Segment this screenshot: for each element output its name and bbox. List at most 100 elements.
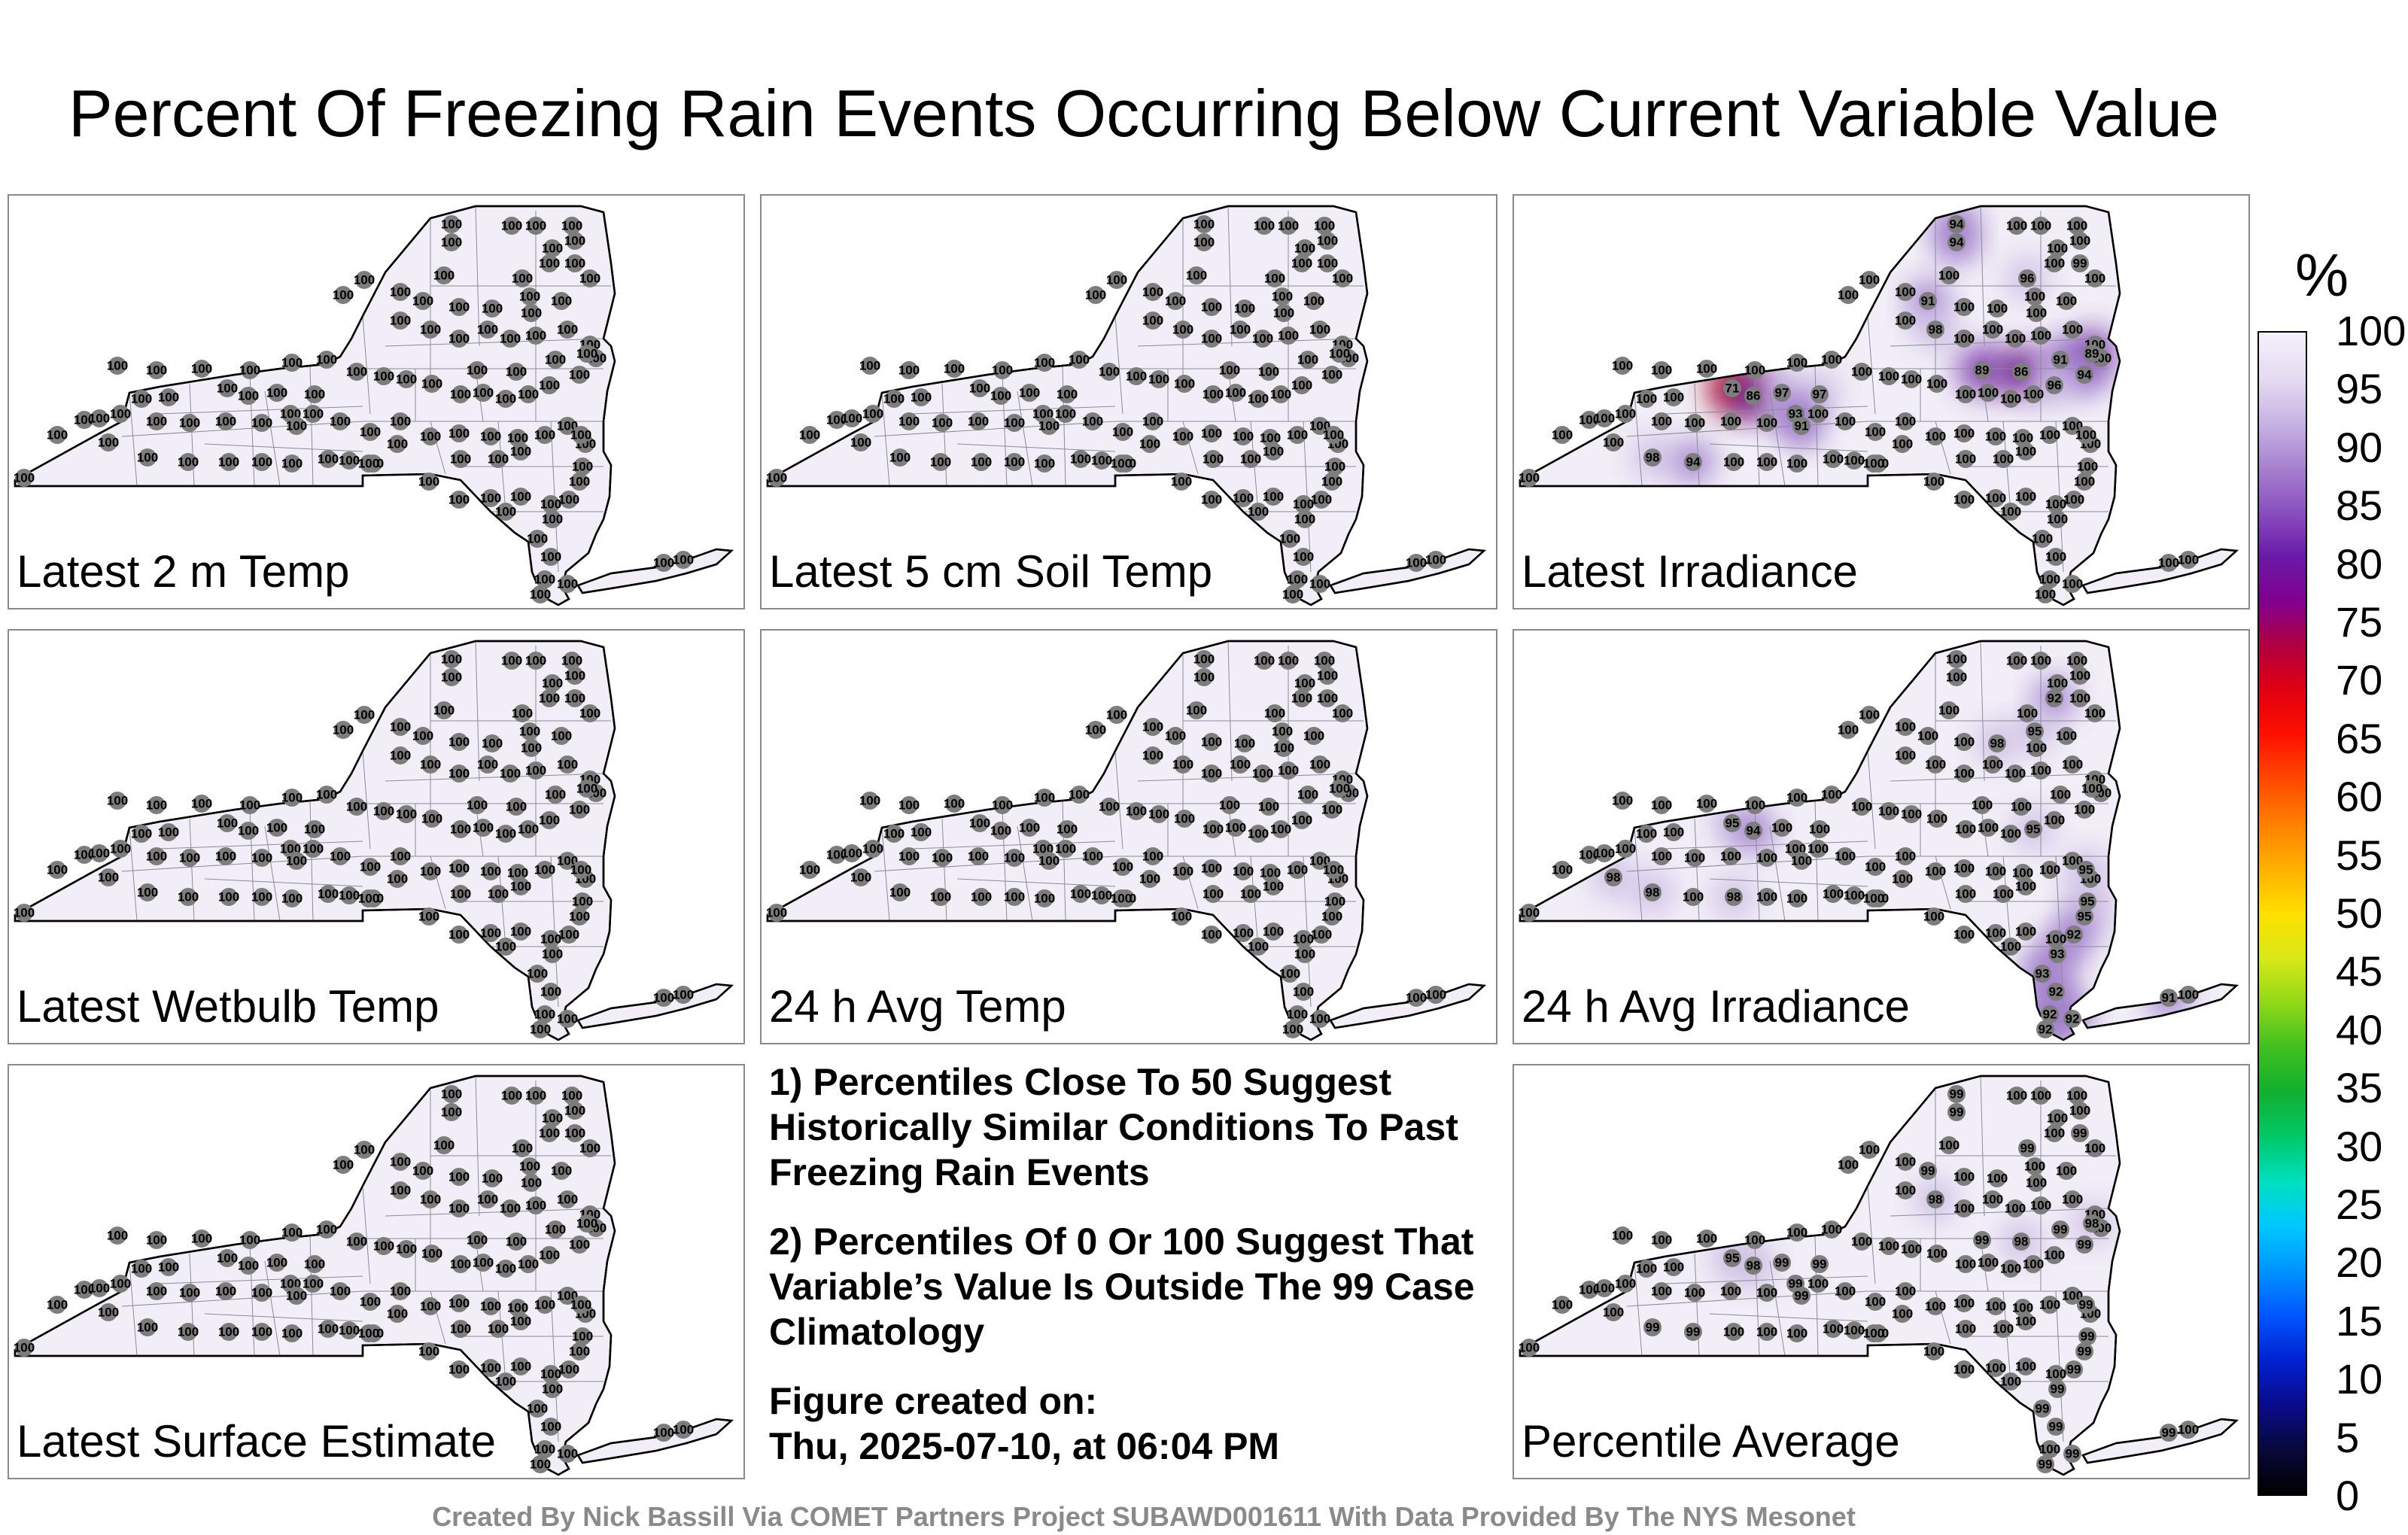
- station-dot: [181, 1284, 199, 1302]
- station-marker: 100: [545, 1220, 566, 1239]
- station-dot: [1947, 215, 1966, 233]
- station-dot: [2063, 321, 2081, 339]
- station-value: 100: [2062, 1193, 2083, 1207]
- station-value: 97: [1775, 386, 1789, 400]
- station-value: 100: [1859, 1143, 1880, 1157]
- station-dot: [1722, 1282, 1740, 1300]
- station-dot: [160, 388, 178, 406]
- station-dot: [1940, 266, 1958, 284]
- station-dot: [542, 1365, 560, 1383]
- station-marker: 100: [286, 1287, 307, 1305]
- station-value: 100: [1821, 353, 1842, 367]
- station-value: 100: [558, 1363, 579, 1377]
- station-marker: 100: [540, 930, 561, 948]
- county-line: [362, 750, 371, 850]
- county-line: [1980, 1076, 1985, 1217]
- station-dot: [1057, 840, 1075, 858]
- station-marker: 100: [448, 298, 470, 316]
- station-marker: 100: [1004, 888, 1025, 906]
- station-marker: 100: [1552, 861, 1573, 879]
- station-value: 100: [1172, 430, 1193, 444]
- station-dot: [655, 989, 673, 1007]
- station-dot: [1860, 1141, 1878, 1159]
- station-value: 100: [266, 386, 287, 400]
- station-value: 100: [98, 1306, 119, 1320]
- station-dot: [391, 746, 409, 764]
- station-value: 100: [1953, 332, 1975, 346]
- station-marker: 100: [539, 1124, 560, 1142]
- station-value: 100: [859, 794, 880, 808]
- station-dot: [99, 868, 117, 886]
- station-marker: 100: [1070, 450, 1091, 468]
- station-value: 100: [358, 892, 379, 906]
- station-value: 100: [1294, 676, 1315, 691]
- station-value: 100: [178, 1325, 199, 1339]
- station-dot: [1773, 384, 1791, 402]
- station-dot: [512, 488, 530, 506]
- station-marker: 100: [1201, 491, 1222, 509]
- station-value: 100: [433, 1138, 455, 1153]
- station-dot: [1288, 426, 1306, 444]
- station-marker: 99: [1973, 1231, 1991, 1249]
- station-dot: [1866, 858, 1884, 876]
- station-marker: 100: [318, 1320, 339, 1338]
- station-marker: 100: [653, 1424, 674, 1442]
- station-value: 100: [1057, 388, 1078, 402]
- station-value: 100: [521, 741, 542, 755]
- station-dot: [566, 232, 584, 250]
- station-marker: 100: [1294, 674, 1315, 692]
- station-value: 100: [1684, 851, 1705, 865]
- station-value: 100: [512, 272, 533, 286]
- station-value: 91: [1795, 419, 1809, 433]
- station-marker: 100: [1744, 796, 1765, 814]
- station-dot: [451, 1320, 470, 1338]
- station-dot: [355, 1141, 373, 1159]
- station-value: 100: [969, 816, 990, 831]
- station-dot: [512, 1312, 530, 1330]
- station-marker: 100: [1946, 668, 1967, 686]
- station-value: 96: [2048, 378, 2062, 393]
- station-marker: 96: [2018, 269, 2036, 287]
- station-dot: [542, 495, 560, 513]
- station-dot: [828, 846, 846, 864]
- station-dot: [1613, 1226, 1631, 1245]
- station-dot: [319, 1320, 337, 1338]
- colorbar-tick: 0: [2336, 1472, 2360, 1519]
- station-dot: [2047, 983, 2065, 1001]
- station-marker: 100: [673, 1421, 694, 1439]
- station-marker: 100: [569, 907, 590, 926]
- station-marker: 100: [2026, 1174, 2047, 1192]
- station-marker: 100: [540, 1365, 561, 1383]
- station-dot: [2032, 1196, 2050, 1214]
- county-line: [1626, 421, 1868, 437]
- station-dot: [253, 414, 271, 432]
- county-line: [1114, 750, 1123, 850]
- station-marker: 100: [1683, 888, 1704, 906]
- station-value: 98: [1727, 890, 1741, 904]
- station-marker: 100: [2039, 861, 2060, 879]
- station-marker: 100: [1851, 1233, 1872, 1251]
- station-value: 100: [1321, 475, 1342, 489]
- station-value: 100: [1309, 323, 1330, 337]
- station-dot: [1604, 433, 1622, 451]
- station-marker: 100: [158, 823, 179, 841]
- station-dot: [340, 451, 358, 470]
- station-marker: 100: [1579, 846, 1600, 864]
- station-marker: 100: [420, 862, 441, 880]
- station-value: 100: [1034, 892, 1055, 906]
- station-value: 100: [1317, 692, 1338, 706]
- station-dot: [933, 849, 951, 867]
- station-marker: 100: [131, 1260, 152, 1278]
- station-dot: [1279, 761, 1297, 780]
- station-value: 100: [179, 1286, 200, 1300]
- county-line: [1980, 641, 1985, 782]
- station-dot: [558, 417, 576, 435]
- station-marker: 100: [2012, 429, 2033, 447]
- station-value: 100: [525, 764, 546, 778]
- station-dot: [1260, 798, 1278, 816]
- station-marker: 100: [448, 926, 470, 944]
- station-dot: [423, 1245, 441, 1263]
- station-marker: 100: [107, 1226, 128, 1245]
- station-marker: 100: [2015, 1312, 2036, 1330]
- station-dot: [2014, 1299, 2032, 1317]
